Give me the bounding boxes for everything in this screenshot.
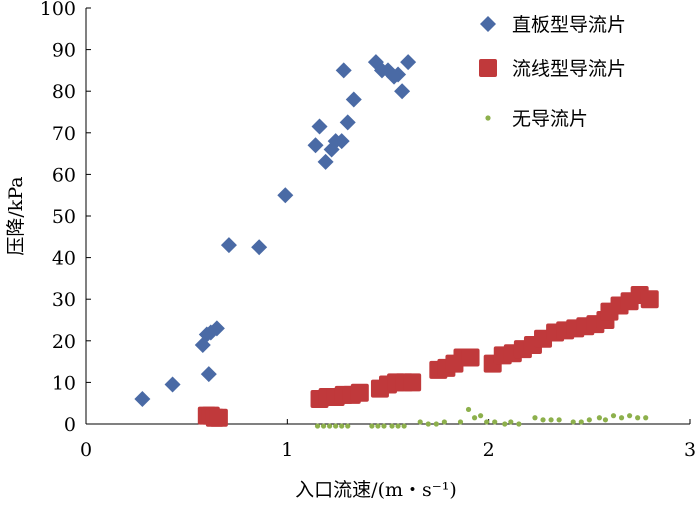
legend-marker-square <box>479 59 497 77</box>
tick-labels: 0 10 20 30 40 50 60 70 80 90 100 0 1 2 3 <box>40 0 696 461</box>
data-point-dot <box>610 413 617 419</box>
data-point-dot <box>457 419 464 425</box>
data-point-dot <box>401 423 407 429</box>
data-point-dot <box>492 419 498 425</box>
data-point-dot <box>375 423 381 429</box>
x-tick-label: 3 <box>684 439 696 461</box>
data-point-diamond <box>277 187 294 204</box>
data-point-diamond <box>208 320 225 337</box>
data-point-diamond <box>400 54 417 71</box>
data-point-dot <box>314 423 321 429</box>
data-point-dot <box>516 421 522 427</box>
data-point-dot <box>395 423 401 429</box>
data-point-dot <box>618 415 625 421</box>
data-point-dot <box>578 419 584 425</box>
series-3 <box>314 406 649 429</box>
legend-label: 无导流片 <box>512 108 588 130</box>
y-tick-label: 10 <box>52 372 76 394</box>
data-point-dot <box>596 415 603 421</box>
data-point-diamond <box>164 376 181 393</box>
ticks <box>85 7 691 425</box>
data-point-square <box>209 408 228 427</box>
y-axis-title: 压降/kPa <box>5 176 27 255</box>
y-tick-label: 100 <box>40 0 76 20</box>
legend-label: 流线型导流片 <box>512 58 626 80</box>
data-point-dot <box>320 423 327 429</box>
y-tick-label: 30 <box>52 289 76 311</box>
data-point-diamond <box>311 118 328 135</box>
x-axis-title: 入口流速/(m・s⁻¹) <box>295 479 457 501</box>
y-tick-label: 70 <box>52 123 76 145</box>
data-point-dot <box>433 421 439 427</box>
data-point-dot <box>465 406 472 413</box>
series-layer <box>134 54 659 429</box>
x-tick-label: 1 <box>281 439 293 461</box>
data-point-diamond <box>317 153 334 170</box>
data-point-diamond <box>251 239 268 256</box>
legend-marker-diamond <box>480 16 496 32</box>
data-point-dot <box>586 417 592 423</box>
y-tick-label: 0 <box>64 414 76 436</box>
y-tick-label: 50 <box>52 206 76 228</box>
data-point-dot <box>425 421 431 427</box>
data-point-dot <box>602 417 609 423</box>
data-point-dot <box>540 417 546 423</box>
data-point-diamond <box>394 83 411 100</box>
data-point-dot <box>548 417 554 423</box>
legend-label: 直板型导流片 <box>512 14 626 36</box>
data-point-dot <box>532 415 538 421</box>
series-1 <box>134 54 417 408</box>
data-point-dot <box>381 423 387 429</box>
series-2 <box>197 286 659 427</box>
data-point-dot <box>333 423 339 429</box>
data-point-diamond <box>390 66 407 83</box>
data-point-diamond <box>335 62 352 79</box>
data-point-dot <box>508 419 514 425</box>
data-point-dot <box>441 419 447 425</box>
data-point-diamond <box>200 366 217 383</box>
data-point-diamond <box>307 137 324 154</box>
x-tick-label: 2 <box>483 439 495 461</box>
y-tick-label: 90 <box>52 40 76 62</box>
y-tick-label: 80 <box>52 81 76 103</box>
data-point-diamond <box>333 133 350 150</box>
data-point-dot <box>478 413 484 419</box>
data-point-dot <box>570 419 576 425</box>
data-point-square <box>403 373 422 392</box>
data-point-dot <box>627 413 633 419</box>
data-point-square <box>461 348 480 367</box>
data-point-diamond <box>220 237 237 254</box>
data-point-dot <box>345 423 351 429</box>
data-point-diamond <box>345 91 362 108</box>
data-point-dot <box>484 419 490 425</box>
data-point-diamond <box>339 114 356 131</box>
data-point-diamond <box>134 391 151 408</box>
y-tick-label: 60 <box>52 164 76 186</box>
y-tick-label: 20 <box>52 331 76 353</box>
data-point-dot <box>502 421 508 427</box>
data-point-dot <box>471 415 478 421</box>
data-point-dot <box>556 417 562 423</box>
data-point-square <box>350 383 369 402</box>
y-tick-label: 40 <box>52 248 76 270</box>
data-point-dot <box>327 423 333 429</box>
data-point-dot <box>369 423 375 429</box>
x-tick-label: 0 <box>80 439 92 461</box>
data-point-square <box>640 290 659 309</box>
legend-marker-dot <box>485 115 491 121</box>
data-point-dot <box>417 419 423 425</box>
data-point-dot <box>389 423 395 429</box>
data-point-dot <box>339 423 345 429</box>
data-point-dot <box>635 415 641 421</box>
data-point-dot <box>643 415 649 421</box>
